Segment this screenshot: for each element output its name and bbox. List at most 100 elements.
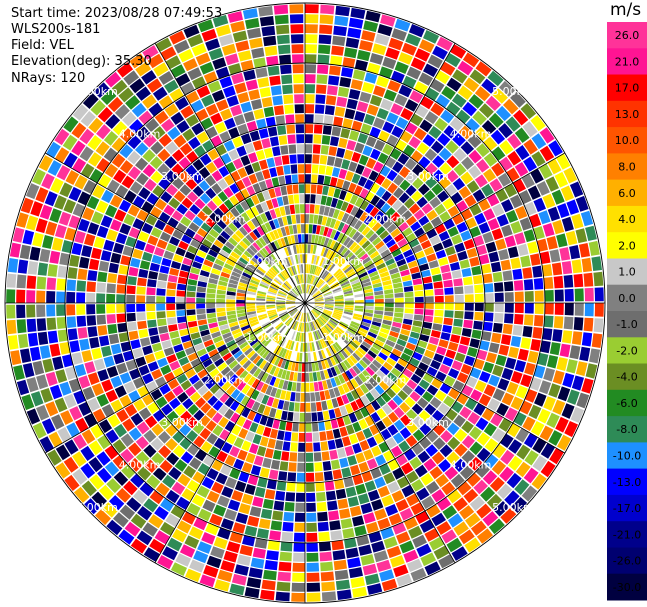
velocity-bin <box>223 140 235 152</box>
velocity-bin <box>229 467 241 480</box>
velocity-bin <box>86 195 100 210</box>
velocity-bin <box>478 198 491 212</box>
velocity-bin <box>96 293 106 303</box>
velocity-bin <box>282 315 291 323</box>
velocity-bin <box>101 345 112 357</box>
velocity-bin <box>355 208 364 219</box>
velocity-bin <box>290 24 304 34</box>
velocity-bin <box>583 317 594 332</box>
velocity-bin <box>376 396 387 407</box>
velocity-bin <box>309 342 313 352</box>
velocity-bin <box>237 92 250 104</box>
velocity-bin <box>17 259 29 274</box>
velocity-bin <box>255 357 264 367</box>
velocity-bin <box>369 328 379 335</box>
velocity-bin <box>362 563 378 576</box>
velocity-bin <box>358 372 368 383</box>
velocity-bin <box>123 381 136 394</box>
velocity-bin <box>150 141 164 155</box>
velocity-bin <box>532 265 543 278</box>
velocity-bin <box>333 387 341 397</box>
velocity-bin <box>299 284 303 294</box>
velocity-bin <box>398 221 409 232</box>
velocity-bin <box>267 309 276 313</box>
velocity-bin <box>382 121 395 134</box>
velocity-bin <box>306 322 308 332</box>
velocity-bin <box>291 331 296 340</box>
velocity-bin <box>299 352 303 362</box>
velocity-bin <box>263 259 272 268</box>
velocity-bin <box>290 341 295 351</box>
velocity-bin <box>165 513 180 528</box>
velocity-bin <box>504 407 518 422</box>
colorbar-unit: m/s <box>610 0 642 20</box>
velocity-bin <box>519 400 533 415</box>
velocity-bin <box>166 243 177 253</box>
velocity-bin <box>26 318 37 333</box>
velocity-bin <box>332 355 340 365</box>
velocity-bin <box>440 430 453 443</box>
velocity-bin <box>367 247 377 256</box>
velocity-bin <box>571 375 584 391</box>
velocity-bin <box>387 182 398 194</box>
velocity-bin <box>225 259 236 267</box>
velocity-bin <box>387 399 398 411</box>
velocity-bin <box>376 262 386 270</box>
velocity-bin <box>95 509 111 526</box>
velocity-bin <box>491 332 502 344</box>
velocity-bin <box>295 124 304 134</box>
velocity-bin <box>393 174 405 186</box>
velocity-bin <box>454 428 468 442</box>
velocity-bin <box>300 312 303 322</box>
velocity-bin <box>270 253 278 263</box>
velocity-bin <box>260 383 269 394</box>
velocity-bin <box>273 377 281 388</box>
velocity-bin <box>284 502 295 512</box>
velocity-bin <box>296 285 301 295</box>
velocity-bin <box>561 403 575 419</box>
velocity-bin <box>447 226 459 237</box>
velocity-bin <box>26 304 36 318</box>
velocity-bin <box>396 258 407 267</box>
velocity-bin <box>340 128 351 139</box>
velocity-bin <box>326 238 333 248</box>
velocity-bin <box>306 472 315 482</box>
velocity-bin <box>56 304 66 316</box>
velocity-bin <box>478 222 491 234</box>
velocity-bin <box>420 472 434 486</box>
velocity-bin <box>403 549 419 563</box>
velocity-bin <box>571 331 583 345</box>
velocity-bin <box>353 335 363 344</box>
range-ring-label: 1.00km <box>322 255 364 268</box>
velocity-bin <box>476 528 493 544</box>
velocity-bin <box>500 508 517 524</box>
colorbar-tick-label: 13.0 <box>615 108 640 121</box>
velocity-bin <box>345 330 355 338</box>
velocity-bin <box>100 215 113 228</box>
velocity-bin <box>407 337 418 345</box>
velocity-bin <box>247 376 256 386</box>
velocity-bin <box>220 560 236 573</box>
velocity-bin <box>217 316 227 322</box>
velocity-bin <box>382 219 393 229</box>
velocity-bin <box>137 506 153 521</box>
velocity-bin <box>360 395 370 406</box>
velocity-bin <box>176 290 186 297</box>
velocity-bin <box>432 45 448 60</box>
velocity-bin <box>356 430 366 442</box>
velocity-bin <box>212 224 223 234</box>
velocity-bin <box>310 244 314 254</box>
velocity-bin <box>57 265 68 278</box>
velocity-bin <box>542 193 556 209</box>
velocity-bin <box>169 360 181 371</box>
velocity-bin <box>452 177 466 191</box>
velocity-bin <box>376 408 387 419</box>
velocity-bin <box>314 296 323 300</box>
velocity-bin <box>208 228 220 239</box>
velocity-bin <box>20 197 34 214</box>
velocity-bin <box>431 378 443 389</box>
velocity-bin <box>281 369 287 380</box>
velocity-bin <box>236 244 246 253</box>
velocity-bin <box>266 199 274 210</box>
velocity-bin <box>365 392 375 403</box>
